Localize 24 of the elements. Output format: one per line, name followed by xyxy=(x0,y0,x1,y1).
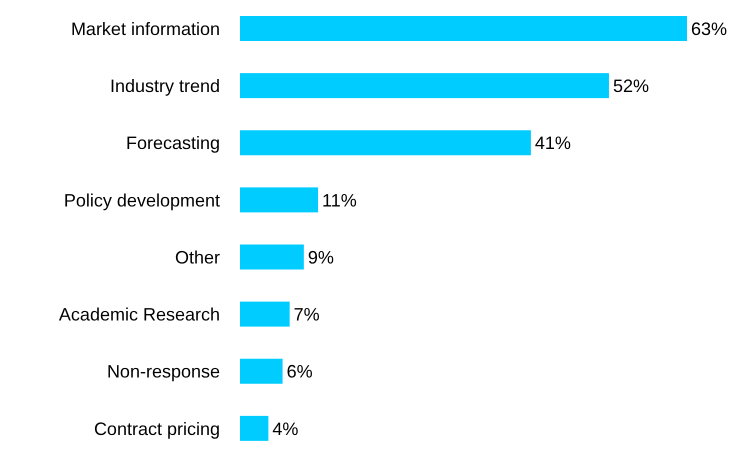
bar xyxy=(240,358,283,384)
y-tick-label: Contract pricing xyxy=(94,418,220,439)
y-tick-label: Policy development xyxy=(64,190,220,210)
y-tick-label: Other xyxy=(174,247,220,268)
bar xyxy=(240,302,290,327)
data-label: 41% xyxy=(534,133,571,154)
data-label: 6% xyxy=(286,362,313,382)
data-label: 7% xyxy=(294,304,320,325)
bar xyxy=(240,16,687,41)
bar xyxy=(240,244,304,270)
y-tick-label: Market information xyxy=(70,18,220,39)
y-tick-label: Academic Research xyxy=(58,304,220,325)
data-label: 52% xyxy=(612,76,649,96)
bar xyxy=(240,416,268,441)
data-label: 63% xyxy=(691,18,728,39)
y-tick-label: Non-response xyxy=(106,362,220,382)
data-label: 11% xyxy=(322,190,357,210)
bar xyxy=(240,73,609,98)
data-label: 9% xyxy=(308,247,334,268)
bar xyxy=(240,130,531,156)
data-label: 4% xyxy=(272,418,298,439)
y-tick-label: Industry trend xyxy=(110,76,220,96)
y-tick-label: Forecasting xyxy=(126,133,220,154)
bar xyxy=(240,187,318,212)
